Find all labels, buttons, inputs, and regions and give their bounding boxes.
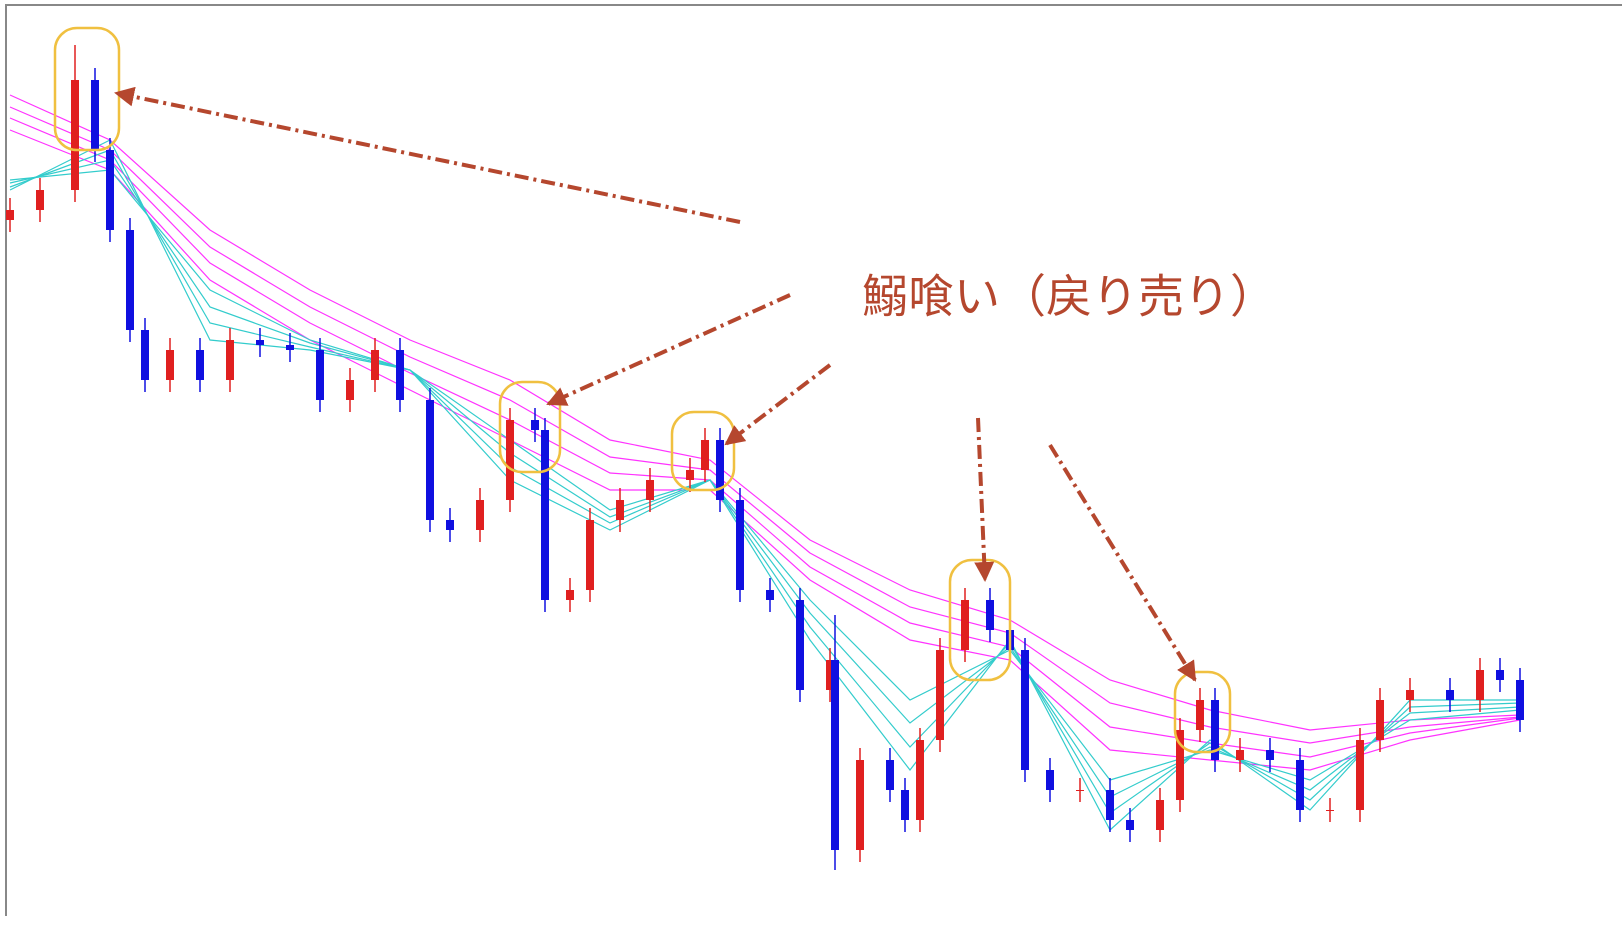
candle-body	[826, 660, 834, 690]
candle-body	[6, 210, 14, 220]
candle-body	[736, 500, 744, 590]
candle-body	[71, 80, 79, 190]
ma-lines	[9, 94, 1521, 831]
candle-body	[566, 590, 574, 600]
candle-body	[886, 760, 894, 790]
candle-body	[716, 440, 724, 500]
candle-body	[766, 590, 774, 600]
candle-body	[1021, 650, 1029, 770]
candle-body	[166, 350, 174, 380]
candle-body	[1046, 770, 1054, 790]
candle-body	[1126, 820, 1134, 830]
candle-body	[1376, 700, 1384, 740]
arrow	[974, 417, 995, 582]
candle-body	[1236, 750, 1244, 760]
candle-body	[986, 600, 994, 630]
candle-body	[396, 350, 404, 400]
candle-body	[1496, 670, 1504, 680]
candle-body	[141, 330, 149, 380]
candle-body	[686, 470, 694, 480]
candle-body	[1106, 790, 1114, 820]
candle-body	[256, 340, 264, 345]
arrow	[1048, 443, 1197, 682]
candle-body	[106, 150, 114, 230]
candle-body	[531, 420, 539, 430]
highlight	[670, 410, 736, 492]
highlight	[948, 558, 1012, 682]
arrow	[114, 86, 741, 224]
candle-body	[1326, 810, 1334, 811]
highlight	[1173, 670, 1232, 754]
ma-line	[9, 169, 1521, 781]
ma-line	[9, 117, 1521, 758]
candle-body	[1356, 740, 1364, 810]
candle-body	[1196, 700, 1204, 730]
candle-body	[316, 350, 324, 400]
annotation: 鰯喰い（戻り売り）	[862, 270, 1276, 324]
candle-body	[916, 740, 924, 820]
candle-body	[36, 190, 44, 210]
highlight	[498, 380, 562, 474]
candle-body	[1476, 670, 1484, 700]
ma-line	[9, 106, 1521, 744]
candle-body	[831, 660, 839, 850]
candle-body	[506, 420, 514, 500]
candle-body	[936, 650, 944, 740]
candle-body	[1446, 690, 1454, 700]
candle-body	[446, 520, 454, 530]
candle-body	[476, 500, 484, 530]
ma-line	[9, 129, 1521, 771]
candle-body	[1211, 700, 1219, 760]
candle-body	[91, 80, 99, 150]
candle-body	[286, 345, 294, 350]
candle-body	[856, 760, 864, 850]
candle-body	[796, 600, 804, 690]
highlight	[53, 26, 121, 152]
arrow	[546, 293, 791, 406]
candle-body	[1516, 680, 1524, 720]
highlights	[53, 26, 1232, 754]
candle-body	[646, 480, 654, 500]
candle-body	[196, 350, 204, 380]
candle-body	[1266, 750, 1274, 760]
candle-body	[1296, 760, 1304, 810]
candle-body	[346, 380, 354, 400]
candle-body	[426, 400, 434, 520]
arrows	[114, 86, 1197, 682]
candle-body	[961, 600, 969, 650]
candle-body	[701, 440, 709, 470]
arrow	[724, 363, 832, 446]
candle-body	[371, 350, 379, 380]
candle-body	[1406, 690, 1414, 700]
candles	[6, 45, 1524, 870]
candle-body	[226, 340, 234, 380]
candle-body	[586, 520, 594, 590]
frame	[5, 4, 1622, 916]
candle-body	[1076, 790, 1084, 791]
candle-body	[901, 790, 909, 820]
ma-line	[9, 94, 1521, 731]
ma-line	[9, 159, 1521, 798]
candle-body	[616, 500, 624, 520]
ma-line	[9, 149, 1521, 814]
candle-body	[126, 230, 134, 330]
candle-body	[1156, 800, 1164, 830]
candle-body	[541, 430, 549, 600]
candle-body	[1176, 730, 1184, 800]
